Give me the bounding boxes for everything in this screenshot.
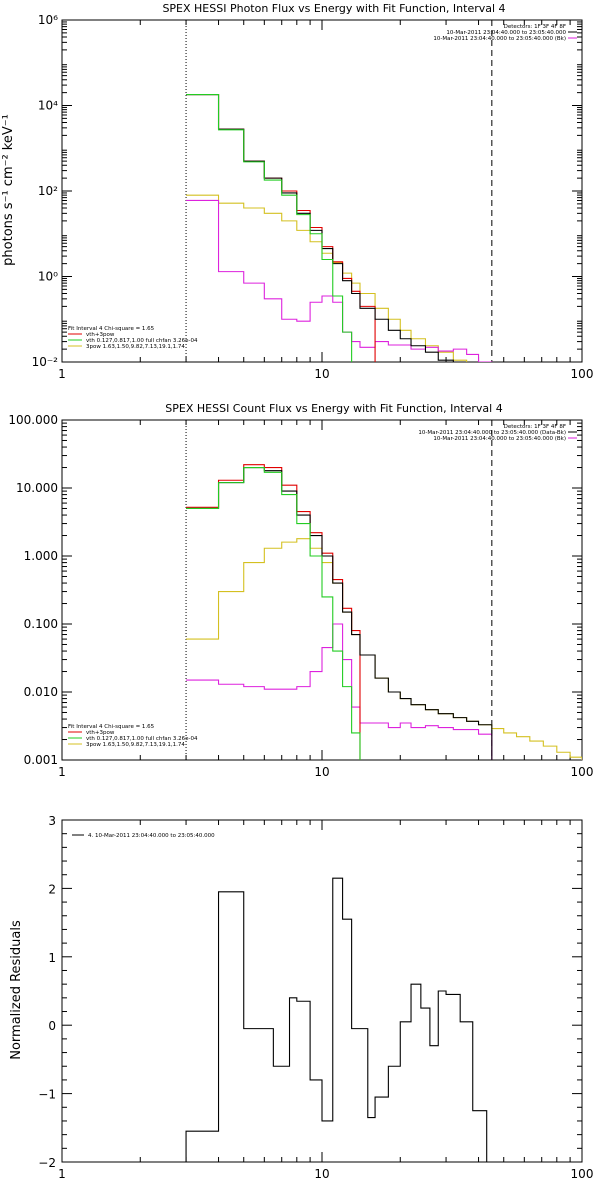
photon-flux-panel: SPEX HESSI Photon Flux vs Energy with Fi… xyxy=(1,2,594,381)
y-tick-label: 10⁶ xyxy=(38,13,58,27)
y-tick-label: 0.010 xyxy=(24,685,58,699)
legend-top-text: Detectors: 1F 3F 4F 8F xyxy=(504,24,566,30)
y-tick-label: 100.000 xyxy=(8,413,58,427)
y-tick-label: 10⁴ xyxy=(38,99,58,113)
legend-top-text: 10-Mar-2011 23:04:40.000 to 23:05:40.000… xyxy=(418,430,566,436)
series-data-line xyxy=(186,94,454,362)
x-tick-label: 10 xyxy=(314,367,329,381)
x-tick-label: 100 xyxy=(571,367,594,381)
y-tick-label: 1.000 xyxy=(24,549,58,563)
y-tick-label: 10² xyxy=(38,184,58,198)
legend-top-text: 10-Mar-2011 23:04:40.000 to 23:05:40.000… xyxy=(433,36,566,42)
residuals-panel: Normalized Residuals 1 10 100 −2 −1 0 1 2 3 4. 10… xyxy=(9,814,593,1181)
legend-bottom-text: 3pow 1.63,1.50,9.82,7.13,19.1,1.74 xyxy=(86,742,185,748)
legend-bottom-text: vth 0.127,0.817,1.00 full chfan 3.26e-04 xyxy=(86,736,198,742)
axes-frame xyxy=(61,19,583,363)
y-tick-label: 10⁻² xyxy=(32,355,59,369)
photon-flux-ylabel: photons s⁻¹ cm⁻² keV⁻¹ xyxy=(1,114,16,266)
series-3pow-line xyxy=(186,538,582,760)
x-tick-label: 100 xyxy=(571,765,594,779)
residuals-ylabel: Normalized Residuals xyxy=(9,920,24,1060)
series-vth+3pow-line xyxy=(186,94,376,362)
series-data-line xyxy=(186,466,493,760)
series-vth-line xyxy=(186,466,361,760)
x-tick-label: 1 xyxy=(58,1167,66,1181)
series-group xyxy=(185,877,495,1162)
legend-bottom-text: 3pow 1.63,1.50,9.82,7.13,19.1,1.74 xyxy=(86,344,185,350)
y-tick-label: 0.100 xyxy=(24,617,58,631)
legend-bottom-text: Fit Interval 4 Chi-square = 1.65 xyxy=(68,326,155,332)
count-flux-panel: SPEX HESSI Count Flux vs Energy with Fit… xyxy=(8,402,593,779)
legend-top-text: 4. 10-Mar-2011 23:04:40.000 to 23:05:40.… xyxy=(88,833,215,839)
photon-flux-title: SPEX HESSI Photon Flux vs Energy with Fi… xyxy=(162,2,505,15)
legend-bottom-text: Fit Interval 4 Chi-square = 1.65 xyxy=(68,724,155,730)
y-tick-label: 10⁰ xyxy=(38,270,58,284)
count-flux-title: SPEX HESSI Count Flux vs Energy with Fit… xyxy=(165,402,502,415)
y-tick-label: 0.001 xyxy=(24,753,58,767)
series-Bk-line xyxy=(186,623,493,760)
y-tick-label: −1 xyxy=(38,1088,56,1102)
legend-top-text: 10-Mar-2011 23:04:40.000 to 23:05:40.000… xyxy=(433,436,566,442)
series-vth-line xyxy=(186,94,353,362)
x-tick-label: 1 xyxy=(58,367,66,381)
y-tick-label: 2 xyxy=(48,882,56,896)
y-tick-label: 0 xyxy=(48,1019,56,1033)
legend-bottom-text: vth+3pow xyxy=(86,332,115,338)
legend-top-text: Detectors: 1F 3F 4F 8F xyxy=(504,424,566,430)
series-data-line xyxy=(185,877,495,1162)
y-tick-label: 3 xyxy=(48,814,56,828)
x-tick-label: 10 xyxy=(314,765,329,779)
series-group xyxy=(186,94,493,362)
legend-bottom-text: vth 0.127,0.817,1.00 full chfan 3.26e-04 xyxy=(86,338,198,344)
legend-bottom-text: vth+3pow xyxy=(86,730,115,736)
series-Bk-line xyxy=(186,199,493,362)
y-tick-label: −2 xyxy=(38,1156,56,1170)
series-3pow-line xyxy=(186,194,468,362)
y-tick-label: 10.000 xyxy=(16,481,58,495)
legend-top-text: 10-Mar-2011 23:04:40.000 to 23:05:40.000 xyxy=(446,30,566,36)
x-tick-label: 10 xyxy=(314,1167,329,1181)
y-tick-label: 1 xyxy=(48,951,56,965)
series-vth+3pow-line xyxy=(186,464,361,760)
series-group xyxy=(186,464,582,760)
x-tick-label: 100 xyxy=(571,1167,594,1181)
x-tick-label: 1 xyxy=(58,765,66,779)
